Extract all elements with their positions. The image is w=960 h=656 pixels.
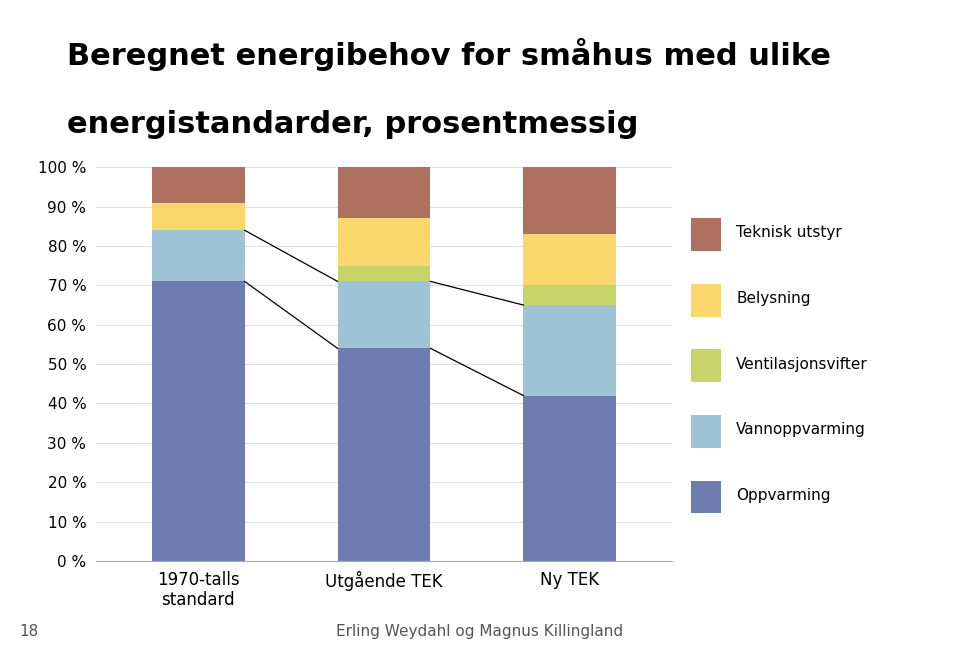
Text: energistandarder, prosentmessig: energistandarder, prosentmessig <box>67 110 638 139</box>
Bar <box>523 234 616 285</box>
FancyBboxPatch shape <box>691 283 721 317</box>
Bar <box>152 230 245 281</box>
Bar <box>523 396 616 561</box>
Text: Oppvarming: Oppvarming <box>736 488 830 502</box>
Text: Belysning: Belysning <box>736 291 810 306</box>
Text: Ventilasjonsvifter: Ventilasjonsvifter <box>736 357 868 371</box>
FancyBboxPatch shape <box>691 218 721 251</box>
Bar <box>152 203 245 230</box>
Text: Beregnet energibehov for småhus med ulike: Beregnet energibehov for småhus med ulik… <box>67 38 831 72</box>
Bar <box>523 167 616 234</box>
FancyBboxPatch shape <box>691 480 721 513</box>
Bar <box>338 218 430 266</box>
Bar <box>338 266 430 281</box>
Bar <box>152 167 245 203</box>
FancyBboxPatch shape <box>691 415 721 447</box>
Text: Erling Weydahl og Magnus Killingland: Erling Weydahl og Magnus Killingland <box>336 624 624 639</box>
Bar <box>338 281 430 348</box>
Text: Vannoppvarming: Vannoppvarming <box>736 422 866 437</box>
Bar <box>152 281 245 561</box>
Bar <box>523 305 616 396</box>
Bar <box>523 285 616 305</box>
Text: 18: 18 <box>19 624 38 639</box>
Bar <box>338 167 430 218</box>
Bar <box>338 348 430 561</box>
FancyBboxPatch shape <box>691 349 721 382</box>
Text: Teknisk utstyr: Teknisk utstyr <box>736 226 842 240</box>
